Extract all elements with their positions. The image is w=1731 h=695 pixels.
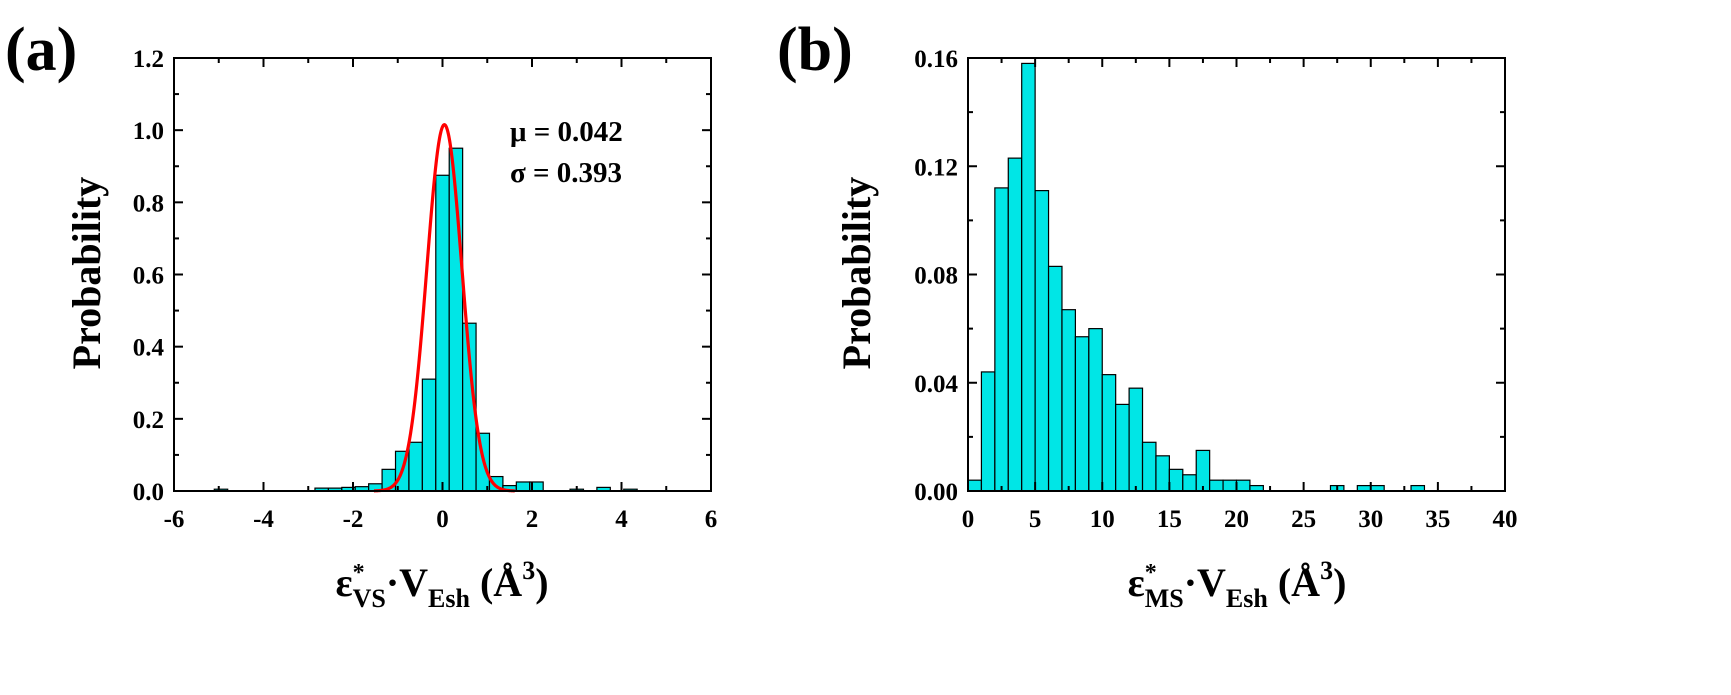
panel-b-histogram-bar bbox=[1168, 468, 1184, 492]
panel-a-histogram-bar bbox=[435, 174, 450, 492]
panel-b-histogram-bar bbox=[1182, 474, 1197, 492]
y-tick-label: 0.12 bbox=[914, 154, 958, 181]
panel-a-gaussian-fit-curve bbox=[373, 123, 515, 493]
y-tick-label: 1.2 bbox=[133, 46, 164, 73]
panel-a-y-axis-label: Probability bbox=[64, 177, 109, 370]
panel-a: (a) Probability -6 -4 -2 0 2 4 6 0.0 0.2 0.4 0.6 0.… bbox=[5, 16, 717, 613]
panel-b-histogram-bar bbox=[1074, 336, 1090, 492]
x-tick-label: 10 bbox=[1090, 506, 1115, 533]
panel-b-histogram-bar bbox=[1155, 455, 1170, 492]
x-tick-label: 40 bbox=[1493, 506, 1518, 533]
x-tick-label: 4 bbox=[615, 506, 628, 533]
panel-b-histogram-bar bbox=[994, 187, 1009, 492]
y-tick-label: 0.16 bbox=[914, 46, 958, 73]
panel-b-plot-frame bbox=[967, 57, 1506, 492]
panel-a-x-axis-label: ε* VS·VEsh (Å3) bbox=[335, 556, 548, 613]
x-tick-label: 25 bbox=[1291, 506, 1316, 533]
x-tick-label: 2 bbox=[526, 506, 539, 533]
x-tick-label: 0 bbox=[436, 506, 449, 533]
x-tick-label: -6 bbox=[164, 506, 185, 533]
x-tick-label: 6 bbox=[705, 506, 718, 533]
x-tick-label: 30 bbox=[1358, 506, 1383, 533]
panel-b: (b) Probability 0 5 10 15 20 25 30 35 40 0.00 0.04… bbox=[777, 16, 1518, 613]
x-tick-label: 20 bbox=[1224, 506, 1249, 533]
panel-b-histogram-bar bbox=[967, 479, 983, 492]
panel-a-plot-frame bbox=[173, 57, 712, 492]
panel-a-label: (a) bbox=[5, 16, 77, 84]
y-tick-label: 0.4 bbox=[133, 335, 165, 362]
panel-a-histogram-bar bbox=[421, 378, 437, 492]
x-tick-label: 15 bbox=[1157, 506, 1182, 533]
panel-b-histogram-bar bbox=[980, 371, 996, 492]
panel-b-ticks: 0 5 10 15 20 25 30 35 40 0.00 0.04 0.08 0.12 0.16 bbox=[914, 46, 1517, 533]
panel-b-histogram-bar bbox=[1061, 309, 1076, 492]
x-tick-label: -4 bbox=[253, 506, 274, 533]
panel-b-histogram-bar bbox=[1115, 403, 1130, 492]
panel-b-histogram-bar bbox=[1034, 190, 1050, 492]
y-tick-label: 0.04 bbox=[914, 371, 958, 398]
panel-b-histogram-bar bbox=[1088, 328, 1103, 492]
panel-a-bars bbox=[213, 147, 638, 492]
y-tick-label: 0.00 bbox=[914, 479, 958, 506]
y-tick-label: 0.08 bbox=[914, 263, 958, 290]
panel-b-bars bbox=[967, 62, 1426, 492]
panel-b-x-axis-label: ε* MS·VEsh (Å3) bbox=[1128, 556, 1347, 613]
x-tick-label: -2 bbox=[343, 506, 364, 533]
panel-b-label: (b) bbox=[777, 16, 853, 84]
y-tick-label: 0.0 bbox=[133, 479, 164, 506]
x-tick-label: 0 bbox=[962, 506, 975, 533]
panel-a-histogram-bar bbox=[408, 441, 423, 492]
y-tick-label: 1.0 bbox=[133, 118, 164, 145]
panel-a-mu-annotation: μ = 0.042 bbox=[510, 116, 623, 148]
panel-b-histogram-bar bbox=[1101, 374, 1117, 492]
panel-b-histogram-bar bbox=[1209, 479, 1224, 492]
y-tick-label: 0.6 bbox=[133, 263, 164, 290]
y-tick-label: 0.2 bbox=[133, 407, 164, 434]
panel-a-histogram-bar bbox=[515, 481, 531, 492]
panel-b-histogram-bar bbox=[1195, 449, 1211, 492]
panel-a-ticks: -6 -4 -2 0 2 4 6 0.0 0.2 0.4 0.6 0.8 1.0 1.2 bbox=[133, 46, 718, 533]
panel-b-histogram-bar bbox=[1007, 157, 1023, 492]
x-tick-label: 35 bbox=[1425, 506, 1450, 533]
panel-a-sigma-annotation: σ = 0.393 bbox=[510, 157, 622, 189]
y-tick-label: 0.8 bbox=[133, 190, 164, 217]
panel-b-histogram-bar bbox=[1021, 62, 1036, 492]
panel-b-histogram-bar bbox=[1141, 441, 1157, 492]
panel-b-histogram-bar bbox=[1047, 265, 1063, 492]
panel-b-histogram-bar bbox=[1222, 479, 1238, 492]
panel-b-y-axis-label: Probability bbox=[834, 177, 879, 370]
panel-b-histogram-bar bbox=[1128, 387, 1144, 492]
panel-b-histogram-bar bbox=[1235, 479, 1251, 492]
x-tick-label: 5 bbox=[1029, 506, 1042, 533]
